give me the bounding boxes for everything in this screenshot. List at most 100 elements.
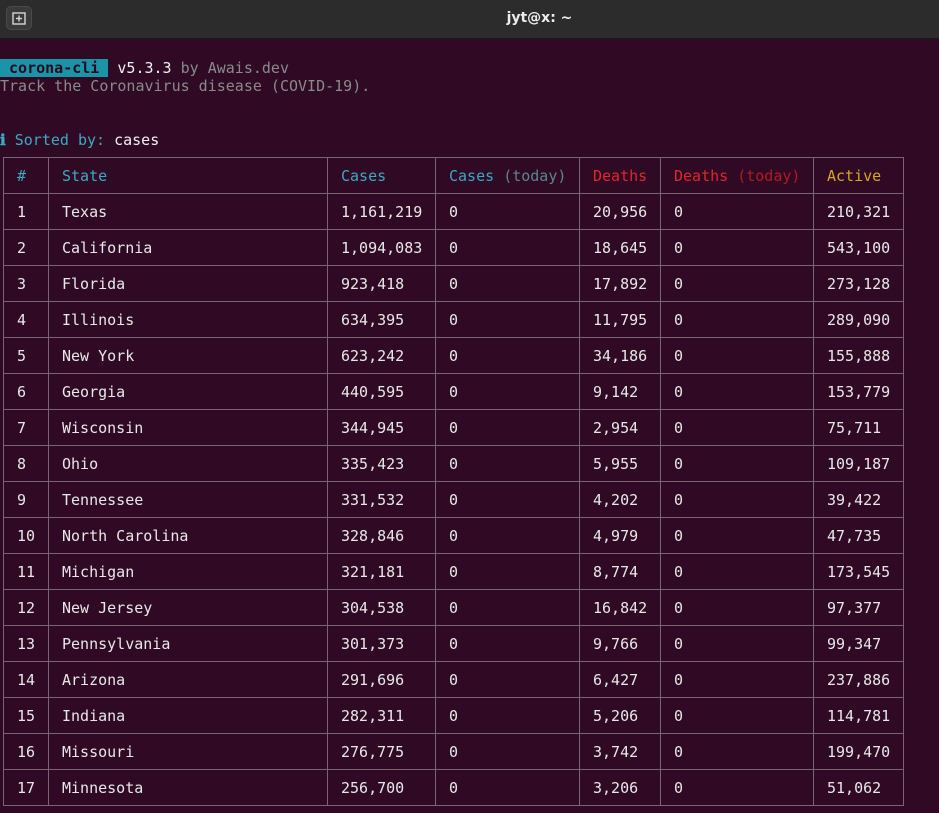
row-number: 3 <box>3 265 49 302</box>
deaths-today-value: 0 <box>660 733 814 770</box>
cases-today-label: Cases <box>449 166 504 185</box>
table-row: 16 Missouri 276,775 0 3,742 0 199,470 <box>3 733 904 770</box>
table-row: 13 Pennsylvania 301,373 0 9,766 0 99,347 <box>3 625 904 662</box>
window-titlebar: jyt@x: ~ <box>0 0 939 39</box>
cases-value: 634,395 <box>327 301 436 338</box>
col-header-deaths-today: Deaths (today) <box>660 157 814 194</box>
cases-value: 282,311 <box>327 697 436 734</box>
row-number: 7 <box>3 409 49 446</box>
cases-today-value: 0 <box>435 769 580 806</box>
active-value: 39,422 <box>813 481 904 518</box>
deaths-value: 18,645 <box>579 229 661 266</box>
deaths-today-value: 0 <box>660 625 814 662</box>
table-row: 10 North Carolina 328,846 0 4,979 0 47,735 <box>3 517 904 554</box>
row-number: 1 <box>3 193 49 230</box>
row-number: 6 <box>3 373 49 410</box>
app-badge: corona-cli <box>0 59 109 77</box>
col-header-cases: Cases <box>327 157 436 194</box>
state-name: Michigan <box>48 553 328 590</box>
deaths-today-value: 0 <box>660 265 814 302</box>
deaths-value: 8,774 <box>579 553 661 590</box>
cases-today-value: 0 <box>435 661 580 698</box>
deaths-value: 3,206 <box>579 769 661 806</box>
deaths-today-value: 0 <box>660 481 814 518</box>
active-value: 543,100 <box>813 229 904 266</box>
active-value: 199,470 <box>813 733 904 770</box>
state-name: New Jersey <box>48 589 328 626</box>
state-name: Arizona <box>48 661 328 698</box>
app-tagline: Track the Coronavirus disease (COVID-19)… <box>0 77 371 95</box>
cases-today-value: 0 <box>435 733 580 770</box>
state-name: Georgia <box>48 373 328 410</box>
table-row: 14 Arizona 291,696 0 6,427 0 237,886 <box>3 661 904 698</box>
deaths-value: 34,186 <box>579 337 661 374</box>
deaths-today-value: 0 <box>660 337 814 374</box>
deaths-today-value: 0 <box>660 229 814 266</box>
deaths-today-value: 0 <box>660 301 814 338</box>
row-number: 13 <box>3 625 49 662</box>
row-number: 8 <box>3 445 49 482</box>
cases-value: 623,242 <box>327 337 436 374</box>
cases-today-value: 0 <box>435 697 580 734</box>
table-row: 15 Indiana 282,311 0 5,206 0 114,781 <box>3 697 904 734</box>
col-header-number: # <box>3 157 49 194</box>
active-value: 153,779 <box>813 373 904 410</box>
cases-value: 301,373 <box>327 625 436 662</box>
deaths-value: 5,206 <box>579 697 661 734</box>
cases-today-value: 0 <box>435 445 580 482</box>
col-header-active: Active <box>813 157 904 194</box>
cases-today-value: 0 <box>435 265 580 302</box>
deaths-value: 20,956 <box>579 193 661 230</box>
cases-value: 331,532 <box>327 481 436 518</box>
deaths-value: 17,892 <box>579 265 661 302</box>
table-row: 2 California 1,094,083 0 18,645 0 543,100 <box>3 229 904 266</box>
cases-today-value: 0 <box>435 589 580 626</box>
cases-today-value: 0 <box>435 373 580 410</box>
table-row: 3 Florida 923,418 0 17,892 0 273,128 <box>3 265 904 302</box>
cases-value: 335,423 <box>327 445 436 482</box>
sorted-by-label: Sorted by: <box>5 131 115 149</box>
state-name: Tennessee <box>48 481 328 518</box>
cases-value: 321,181 <box>327 553 436 590</box>
new-tab-button[interactable] <box>6 6 32 30</box>
state-name: California <box>48 229 328 266</box>
cases-value: 276,775 <box>327 733 436 770</box>
terminal-body[interactable]: corona-cli v5.3.3 by Awais.dev Track the… <box>0 38 939 813</box>
new-tab-icon <box>12 12 26 25</box>
row-number: 11 <box>3 553 49 590</box>
table-row: 9 Tennessee 331,532 0 4,202 0 39,422 <box>3 481 904 518</box>
states-table: # State Cases Cases (today) Deaths Death… <box>3 157 904 806</box>
active-value: 47,735 <box>813 517 904 554</box>
col-header-state: State <box>48 157 328 194</box>
state-name: North Carolina <box>48 517 328 554</box>
table-row: 4 Illinois 634,395 0 11,795 0 289,090 <box>3 301 904 338</box>
deaths-value: 3,742 <box>579 733 661 770</box>
cases-today-value: 0 <box>435 337 580 374</box>
deaths-value: 6,427 <box>579 661 661 698</box>
row-number: 15 <box>3 697 49 734</box>
cases-value: 1,161,219 <box>327 193 436 230</box>
cases-today-value: 0 <box>435 229 580 266</box>
state-name: Wisconsin <box>48 409 328 446</box>
deaths-today-value: 0 <box>660 517 814 554</box>
deaths-value: 16,842 <box>579 589 661 626</box>
state-name: Illinois <box>48 301 328 338</box>
app-version: v5.3.3 <box>108 59 172 77</box>
active-value: 97,377 <box>813 589 904 626</box>
cases-today-value: 0 <box>435 481 580 518</box>
state-name: Texas <box>48 193 328 230</box>
cases-value: 291,696 <box>327 661 436 698</box>
deaths-today-value: 0 <box>660 553 814 590</box>
deaths-today-value: 0 <box>660 373 814 410</box>
cases-value: 344,945 <box>327 409 436 446</box>
table-header-row: # State Cases Cases (today) Deaths Death… <box>3 157 904 194</box>
deaths-value: 2,954 <box>579 409 661 446</box>
cases-value: 256,700 <box>327 769 436 806</box>
cases-today-value: 0 <box>435 625 580 662</box>
active-value: 210,321 <box>813 193 904 230</box>
table-row: 12 New Jersey 304,538 0 16,842 0 97,377 <box>3 589 904 626</box>
active-value: 114,781 <box>813 697 904 734</box>
deaths-today-value: 0 <box>660 769 814 806</box>
state-name: Ohio <box>48 445 328 482</box>
row-number: 4 <box>3 301 49 338</box>
